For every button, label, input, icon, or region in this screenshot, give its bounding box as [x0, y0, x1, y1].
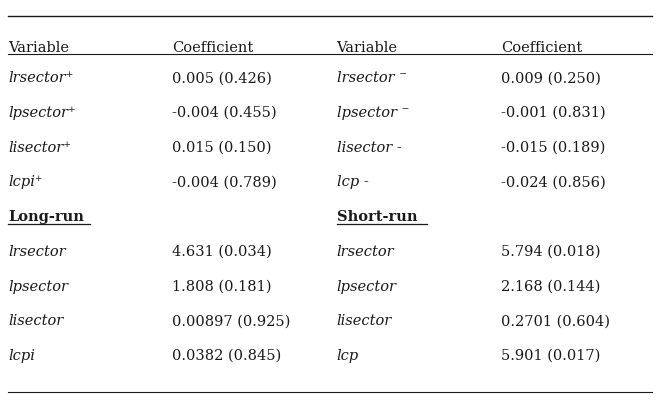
Text: -0.024 (0.856): -0.024 (0.856)	[501, 175, 606, 189]
Text: 0.0382 (0.845): 0.0382 (0.845)	[172, 348, 282, 362]
Text: Variable: Variable	[337, 41, 397, 55]
Text: lrsector: lrsector	[8, 244, 65, 258]
Text: lcp -: lcp -	[337, 175, 368, 189]
Text: lpsector: lpsector	[337, 279, 397, 293]
Text: lisector: lisector	[8, 314, 63, 328]
Text: 0.015 (0.150): 0.015 (0.150)	[172, 140, 272, 154]
Text: lpsector: lpsector	[8, 279, 68, 293]
Text: -0.001 (0.831): -0.001 (0.831)	[501, 106, 605, 119]
Text: Variable: Variable	[8, 41, 69, 55]
Text: 0.009 (0.250): 0.009 (0.250)	[501, 71, 601, 85]
Text: 0.2701 (0.604): 0.2701 (0.604)	[501, 314, 610, 328]
Text: Coefficient: Coefficient	[501, 41, 582, 55]
Text: Short-run: Short-run	[337, 210, 417, 224]
Text: 4.631 (0.034): 4.631 (0.034)	[172, 244, 272, 258]
Text: lisector⁺: lisector⁺	[8, 140, 71, 154]
Text: Coefficient: Coefficient	[172, 41, 253, 55]
Text: 5.901 (0.017): 5.901 (0.017)	[501, 348, 600, 362]
Text: lisector: lisector	[337, 314, 392, 328]
Text: Long-run: Long-run	[8, 210, 84, 224]
Text: lcpi: lcpi	[8, 348, 35, 362]
Text: -0.004 (0.789): -0.004 (0.789)	[172, 175, 277, 189]
Text: lpsector ⁻: lpsector ⁻	[337, 106, 409, 119]
Text: lrsector⁺: lrsector⁺	[8, 71, 73, 85]
Text: 0.005 (0.426): 0.005 (0.426)	[172, 71, 272, 85]
Text: lpsector⁺: lpsector⁺	[8, 106, 76, 119]
Text: lcpi⁺: lcpi⁺	[8, 175, 43, 189]
Text: -0.004 (0.455): -0.004 (0.455)	[172, 106, 277, 119]
Text: 5.794 (0.018): 5.794 (0.018)	[501, 244, 601, 258]
Text: 0.00897 (0.925): 0.00897 (0.925)	[172, 314, 290, 328]
Text: 2.168 (0.144): 2.168 (0.144)	[501, 279, 600, 293]
Text: lisector -: lisector -	[337, 140, 401, 154]
Text: lcp: lcp	[337, 348, 359, 362]
Text: -0.015 (0.189): -0.015 (0.189)	[501, 140, 605, 154]
Text: lrsector: lrsector	[337, 244, 394, 258]
Text: lrsector ⁻: lrsector ⁻	[337, 71, 407, 85]
Text: 1.808 (0.181): 1.808 (0.181)	[172, 279, 272, 293]
